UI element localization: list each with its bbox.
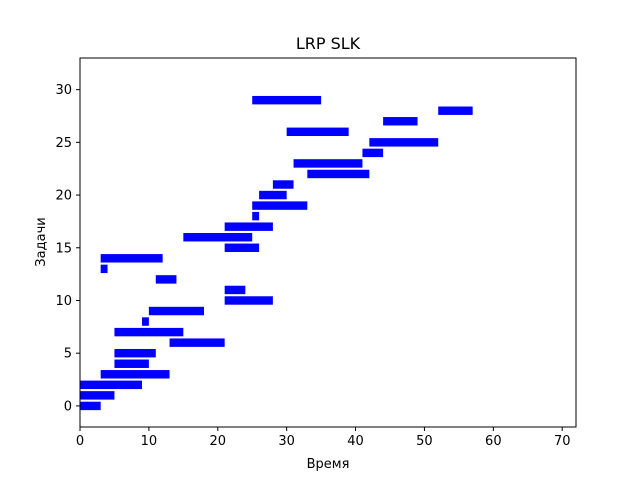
- task-bar: [142, 317, 149, 326]
- x-tick-label: 10: [141, 434, 158, 449]
- task-bar: [362, 148, 384, 158]
- x-tick-label: 50: [416, 434, 433, 449]
- task-bar: [383, 117, 418, 126]
- y-tick-label: 10: [55, 294, 72, 309]
- task-bar: [114, 359, 149, 368]
- task-bar: [224, 296, 273, 305]
- x-tick-label: 30: [278, 434, 295, 449]
- x-axis: 0 10 20 30 40 50 60 70: [76, 427, 571, 449]
- task-bar: [224, 285, 246, 295]
- task-bar: [252, 211, 260, 221]
- task-bar: [100, 264, 108, 274]
- y-axis: 0 5 10 15 20 25 30: [55, 83, 80, 414]
- task-bar: [224, 222, 273, 231]
- task-bar: [169, 338, 225, 347]
- plot-frame: [79, 57, 577, 428]
- y-tick-label: 25: [55, 136, 72, 151]
- x-axis-label: Время: [307, 457, 350, 472]
- task-bar: [224, 243, 260, 252]
- bars-group: [80, 95, 473, 411]
- task-bar: [252, 201, 308, 210]
- y-tick-label: 30: [55, 83, 72, 98]
- task-bar: [369, 138, 439, 147]
- y-axis-label: Задачи: [34, 217, 49, 266]
- x-tick-label: 0: [76, 434, 84, 449]
- x-tick-label: 40: [347, 434, 364, 449]
- task-bar: [80, 380, 142, 390]
- task-bar: [293, 159, 363, 168]
- task-bar: [259, 190, 287, 200]
- x-tick-label: 20: [210, 434, 227, 449]
- task-bar: [155, 275, 177, 284]
- task-bar: [438, 106, 473, 115]
- task-bar: [80, 391, 115, 400]
- task-bar: [272, 180, 294, 189]
- y-tick-label: 15: [55, 241, 72, 256]
- task-bar: [307, 169, 370, 179]
- chart-title: LRP SLK: [296, 34, 361, 53]
- task-bar: [286, 127, 349, 137]
- task-bar: [183, 233, 253, 242]
- task-bar: [80, 401, 101, 411]
- task-bar: [114, 327, 184, 337]
- task-bar: [252, 95, 322, 105]
- y-tick-label: 20: [55, 189, 72, 204]
- x-tick-label: 60: [485, 434, 502, 449]
- y-tick-label: 0: [64, 399, 72, 414]
- task-bar: [100, 254, 163, 263]
- y-tick-label: 5: [64, 347, 72, 362]
- x-tick-label: 70: [554, 434, 571, 449]
- task-bar: [100, 370, 170, 379]
- task-bar: [114, 348, 156, 358]
- task-bar: [148, 306, 204, 316]
